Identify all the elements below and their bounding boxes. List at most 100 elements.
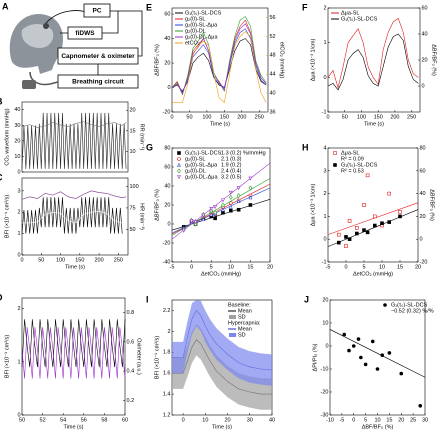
y-tick-label: 1 — [323, 214, 326, 220]
y-tick-label: 0 — [323, 237, 326, 243]
y2-tick-label: 40 — [420, 191, 426, 197]
y-tick-label: 0 — [17, 169, 20, 175]
sd-band — [172, 300, 272, 386]
point — [372, 214, 377, 219]
x-axis-label: Time (s) — [210, 121, 230, 127]
y-tick-label: -1 — [322, 109, 327, 115]
plot-frame — [171, 7, 269, 113]
x-tick-label: 150 — [75, 257, 84, 263]
legend-label: g₂(0)-DL — [185, 28, 206, 34]
y-tick-label: 40 — [164, 36, 170, 42]
panel-label: J — [304, 294, 309, 304]
line — [171, 23, 267, 95]
legend-swatch — [229, 333, 236, 337]
point — [380, 353, 385, 358]
legend-label: Mean — [238, 326, 252, 332]
point — [228, 204, 233, 209]
mask — [22, 80, 36, 89]
point — [399, 371, 404, 376]
x-tick-label: 50 — [38, 257, 44, 263]
y-tick-label: -30 — [321, 412, 329, 418]
panel-label: E — [146, 2, 152, 12]
legend-marker — [177, 175, 181, 180]
x-axis-label: Time (s) — [364, 121, 384, 127]
y-tick-label: 2 — [323, 5, 326, 11]
fit-line — [171, 187, 271, 234]
point — [363, 362, 368, 367]
x-tick-label: 0 — [20, 257, 23, 263]
x-tick-label: 50 — [342, 114, 348, 120]
y2-tick-label: 0.2 — [127, 398, 135, 404]
point — [193, 220, 198, 225]
y-tick-label: 1 — [17, 231, 20, 237]
legend-label: G₁(τ₀)-SL-DCS — [341, 16, 378, 22]
line — [21, 327, 126, 379]
x-tick-label: 10 — [379, 264, 385, 270]
line — [21, 319, 126, 368]
y-tick-label: 1.2 — [163, 412, 171, 418]
x-axis-label: ΔetCO₂ (mmHg) — [201, 271, 241, 277]
y-axis-label: ΔPI/PI₀ (%) — [312, 343, 318, 371]
point — [209, 207, 214, 211]
point — [347, 237, 352, 241]
point — [236, 199, 241, 203]
point — [228, 190, 233, 195]
legend-label: SD — [238, 332, 246, 338]
x-tick-label: 15 — [386, 417, 392, 423]
x-tick-label: 200 — [390, 114, 399, 120]
line — [21, 197, 123, 234]
y-tick-label: 1.6 — [163, 371, 171, 377]
x-tick-label: 0 — [190, 264, 193, 270]
fit-line — [171, 178, 271, 236]
panel-label: H — [302, 142, 309, 152]
point — [236, 193, 241, 198]
x-tick-label: 5 — [362, 264, 365, 270]
box — [83, 3, 111, 18]
point — [372, 223, 377, 228]
legend-label: etCO₂ — [185, 40, 200, 46]
panel-label: F — [302, 2, 308, 12]
plot-frame — [327, 7, 421, 113]
y-tick-label: 2 — [167, 329, 170, 335]
point — [213, 205, 218, 210]
y-tick-label: 0 — [323, 75, 326, 81]
x-tick-label: 250 — [114, 257, 123, 263]
y-tick-label: 20 — [164, 61, 170, 67]
fit-line — [327, 202, 419, 235]
line — [172, 31, 267, 104]
x-tick-label: 50 — [186, 114, 192, 120]
plot-frame — [329, 299, 426, 416]
x-tick-label: -5 — [326, 264, 331, 270]
x-tick-label: 30 — [422, 417, 428, 423]
line — [21, 190, 127, 200]
y2-tick-label: -20 — [420, 259, 428, 265]
legend-swatch — [229, 315, 236, 319]
y2-tick-label: 0.4 — [127, 369, 135, 375]
y-tick-label: 3 — [323, 168, 326, 174]
y-tick-label: 4 — [323, 145, 326, 151]
x-axis-label: Time (s) — [212, 424, 232, 430]
point — [236, 207, 241, 212]
legend-label: g₂(0)-SL-Δμa — [185, 162, 218, 168]
x-tick-label: 10 — [202, 417, 208, 423]
point — [342, 332, 347, 337]
x-axis-label: Time (s) — [64, 424, 84, 430]
line — [171, 28, 267, 94]
y-tick-label: -10 — [321, 366, 329, 372]
x-tick-label: 60 — [122, 417, 128, 423]
y2-tick-label: 80 — [420, 145, 426, 151]
legend-label: Mean — [238, 308, 252, 314]
x-tick-label: 20 — [224, 417, 230, 423]
x-tick-label: 150 — [220, 114, 229, 120]
x-tick-label: 200 — [94, 257, 103, 263]
x-tick-label: 100 — [202, 114, 211, 120]
y2-tick-label: 44 — [270, 72, 276, 78]
y2-tick-label: 48 — [270, 53, 276, 59]
point — [387, 191, 392, 196]
x-axis-label: ΔBF/BF₀ (%) — [362, 424, 394, 430]
y-axis-label: ΔBF/BF₀ (%) — [154, 189, 160, 221]
point — [347, 348, 351, 353]
legend-label: g₂(0)-DL-Δμa — [185, 174, 218, 180]
point — [201, 213, 206, 218]
